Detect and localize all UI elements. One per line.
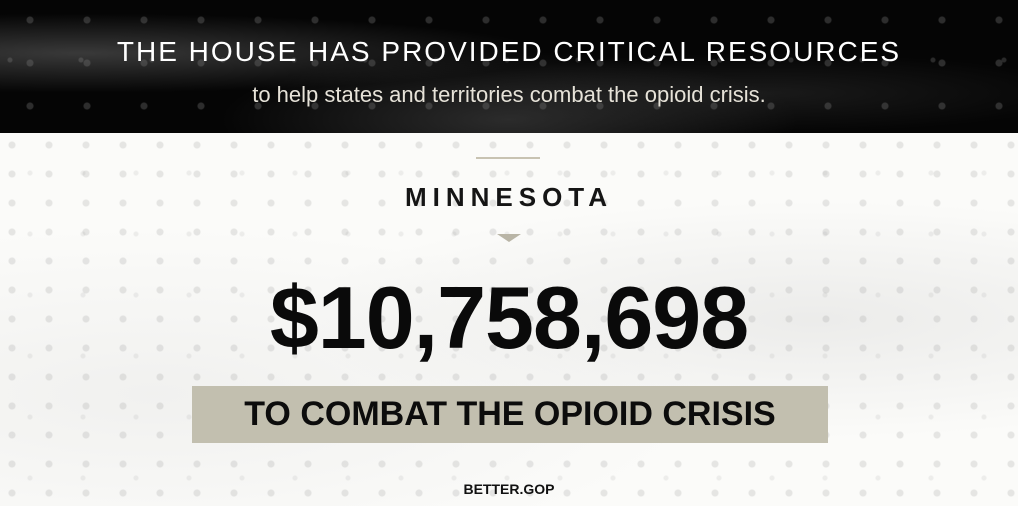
funding-amount: $10,758,698 [269,268,749,367]
purpose-banner: TO COMBAT THE OPIOID CRISIS [192,386,828,443]
state-name: MINNESOTA [404,182,614,212]
divider-line [476,157,540,159]
content-background [0,133,1018,506]
header-banner: THE HOUSE HAS PROVIDED CRITICAL RESOURCE… [0,0,1018,133]
caret-down-icon [497,234,521,242]
footer-brand: BETTER.GOP [463,481,555,497]
header-title: THE HOUSE HAS PROVIDED CRITICAL RESOURCE… [116,36,902,67]
purpose-text: TO COMBAT THE OPIOID CRISIS [244,395,776,433]
header-subtitle: to help states and territories combat th… [252,82,766,107]
